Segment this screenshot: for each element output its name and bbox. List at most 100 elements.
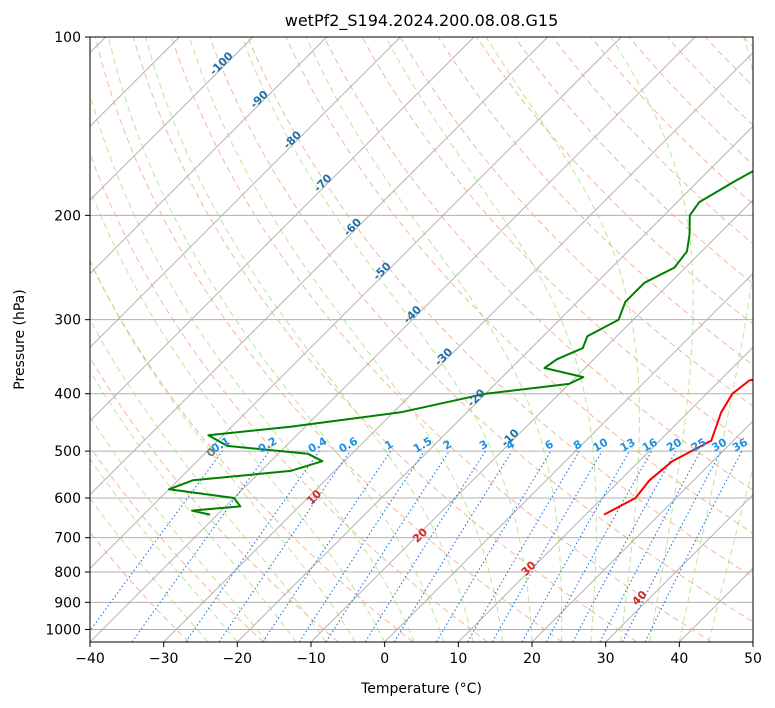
moist-adiabat-line (90, 318, 327, 642)
mixing-ratio-line (644, 450, 743, 642)
y-tick-label: 600 (54, 491, 81, 507)
y-tick-label: 500 (54, 444, 81, 460)
isotherm-label: -80 (281, 128, 304, 151)
mixing-ratio-line (572, 450, 677, 642)
x-tick-label: 30 (597, 651, 615, 667)
moist-adiabat-line (90, 259, 356, 642)
dry-adiabat-line (628, 37, 753, 166)
mixing-ratio-label: 0.6 (337, 434, 361, 455)
isotherm-line (90, 37, 548, 496)
mixing-ratio-line (467, 450, 580, 642)
dry-adiabat-line (90, 260, 414, 642)
mixing-ratio-line (218, 450, 351, 642)
y-tick-label: 100 (54, 30, 81, 46)
dry-adiabat-label: 30 (519, 558, 539, 578)
moist-adiabat-line (305, 37, 563, 642)
isotherm-line (90, 37, 696, 642)
isotherm-line (90, 37, 327, 275)
moist-adiabat-line (90, 92, 415, 642)
mixing-ratio-label: 2 (441, 438, 454, 453)
y-tick-label: 700 (54, 531, 81, 547)
moist-adiabat-line (90, 369, 297, 642)
y-tick-label: 400 (54, 387, 81, 403)
x-axis: −40 −30 −20 −10 0 10 20 30 40 50 (75, 642, 762, 667)
chart-title: wetPf2_S194.2024.200.08.08.G15 (285, 11, 559, 31)
y-tick-label: 300 (54, 313, 81, 329)
moist-adiabat-line (610, 37, 694, 642)
mixing-ratio-label: 36 (730, 435, 750, 454)
mixing-ratio-line (131, 450, 270, 642)
dry-adiabat-line (209, 37, 753, 623)
dry-adiabat-line (361, 37, 753, 449)
background-lines (90, 37, 753, 642)
isotherm-line (90, 37, 254, 201)
mixing-ratio-line (521, 450, 630, 642)
dry-adiabat-line (704, 37, 753, 87)
dry-adiabat-label: 40 (629, 588, 649, 608)
isotherm-line (679, 567, 753, 642)
moist-adiabat-line (107, 37, 445, 642)
profile-lines (168, 169, 753, 516)
isotherm-line (752, 641, 753, 642)
isotherm-line (163, 52, 753, 642)
mixing-ratio-label: 1.5 (411, 435, 434, 456)
x-tick-label: 40 (670, 651, 688, 667)
isotherm-line (458, 346, 753, 642)
dewpoint-profile-line (168, 169, 753, 516)
isotherm-line (310, 199, 753, 642)
isotherm-label: -50 (370, 259, 393, 282)
mixing-ratio-line (435, 450, 552, 642)
dry-adiabat-line (171, 37, 712, 642)
x-tick-label: −10 (296, 651, 326, 667)
mixing-ratio-line (262, 450, 392, 642)
mixing-ratio-label: 3 (477, 438, 490, 453)
isotherm-line (605, 494, 753, 642)
mixing-ratio-line (90, 450, 223, 632)
y-axis-title: Pressure (hPa) (12, 289, 28, 389)
dry-adiabat-line (666, 37, 753, 126)
dry-adiabat-line (94, 37, 563, 642)
y-axis: 100 200 300 400 500 600 700 800 900 1000 (45, 30, 90, 638)
isotherm-label: -100 (207, 49, 236, 78)
plot-frame (89, 36, 754, 643)
dry-adiabat-line (90, 152, 488, 642)
y-tick-label: 900 (54, 595, 81, 611)
x-tick-label: −40 (75, 651, 105, 667)
mixing-ratio-line (364, 450, 486, 642)
isotherm-label: -60 (341, 215, 364, 238)
dry-adiabat-line (132, 37, 638, 642)
moist-adiabat-line (241, 37, 533, 642)
isotherm-line (384, 273, 753, 642)
dry-adiabat-line (476, 37, 753, 325)
temperature-profile-line (603, 378, 753, 516)
x-axis-title: Temperature (°C) (360, 681, 482, 697)
isotherm-label: -40 (401, 303, 424, 326)
mixing-ratio-line (325, 450, 450, 642)
x-tick-label: 50 (744, 651, 762, 667)
dry-adiabat-line (90, 446, 264, 642)
moist-adiabat-line (90, 458, 238, 642)
moist-adiabat-line (90, 415, 268, 642)
dry-adiabat-line (247, 37, 753, 578)
isotherm-line (237, 125, 753, 642)
dry-adiabat-line (514, 37, 753, 285)
dry-adiabat-line (437, 37, 753, 366)
dry-adiabat-label: 10 (304, 487, 324, 507)
dry-adiabat-line (90, 356, 339, 642)
mixing-ratio-label: 8 (571, 438, 584, 453)
x-tick-label: 0 (380, 651, 389, 667)
mixing-ratio-label: 16 (640, 435, 660, 454)
moist-adiabat-line (485, 37, 640, 642)
isotherm-line (90, 37, 401, 348)
moist-adiabat-line (90, 188, 386, 642)
x-tick-label: 10 (449, 651, 467, 667)
x-tick-label: 20 (523, 651, 541, 667)
y-tick-label: 200 (54, 208, 81, 224)
moist-adiabat-line (385, 37, 597, 642)
dry-adiabat-line (90, 531, 190, 642)
mixing-ratio-line (393, 450, 513, 642)
moist-adiabat-line (678, 37, 753, 642)
moist-adiabat-line (90, 497, 209, 642)
mixing-ratio-label: 0.4 (306, 434, 330, 455)
